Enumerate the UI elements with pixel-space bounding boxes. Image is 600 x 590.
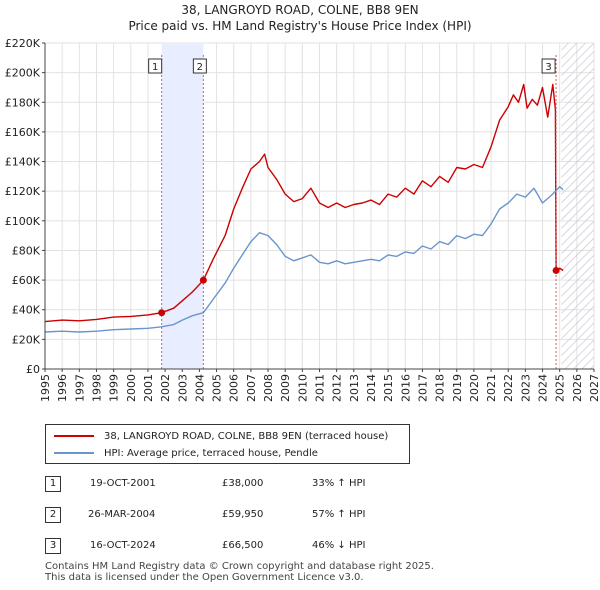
transaction-label-box [541,58,556,74]
x-tick-label: 2001 [142,374,155,402]
transaction-price: £38,000 [222,478,264,489]
x-tick-label: 2003 [176,374,189,402]
x-tick-label: 2022 [502,374,515,402]
x-tick-label: 2009 [279,374,292,402]
x-tick-label: 2010 [296,374,309,402]
transaction-number: 3 [45,538,61,554]
x-tick-label: 2021 [485,374,498,402]
transaction-number: 2 [45,507,61,523]
x-tick-label: 1997 [73,374,86,402]
x-tick-label: 2016 [399,374,412,402]
x-tick-label: 2002 [159,374,172,402]
chart-title: 38, LANGROYD ROAD, COLNE, BB8 9EN [181,3,419,17]
transaction-row: 1 19-OCT-2001 £38,000 33% ↑ HPI [0,476,600,496]
transaction-label: 1 [152,62,158,73]
transaction-date: 26-MAR-2004 [88,509,156,520]
transaction-hpi-diff: 57% ↑ HPI [312,509,366,520]
x-tick-label: 2020 [468,374,481,402]
y-tick-label: £0 [26,363,40,376]
legend-item-hpi: HPI: Average price, terraced house, Pend… [54,445,318,461]
y-tick-label: £80K [12,244,41,257]
transaction-point [199,276,207,284]
y-tick-label: £40K [12,304,41,317]
x-tick-label: 2024 [537,374,550,402]
legend-label-hpi: HPI: Average price, terraced house, Pend… [104,447,318,459]
price-chart: 1 2 3 £0 £20K £40K £60K £80K £100K £120K £140K £16… [5,37,600,402]
y-tick-label: £160K [5,126,41,139]
x-tick-label: 2017 [416,374,429,402]
x-tick-label: 1995 [39,374,52,402]
x-tick-label: 2012 [331,374,344,402]
transaction-date: 16-OCT-2024 [90,540,156,551]
y-tick-label: £120K [5,185,41,198]
x-tick-label: 1999 [108,374,121,402]
x-tick-label: 2014 [365,374,378,402]
x-tick-label: 2006 [228,374,241,402]
x-tick-label: 1996 [56,374,69,402]
y-tick-label: £180K [5,96,41,109]
x-tick-label: 2000 [125,374,138,402]
transaction-hpi-diff: 46% ↓ HPI [312,540,366,551]
footer-licence: This data is licensed under the Open Gov… [45,572,364,583]
transaction-point [158,309,166,317]
chart-legend: 38, LANGROYD ROAD, COLNE, BB8 9EN (terra… [45,424,410,464]
transaction-price: £59,950 [222,509,264,520]
y-tick-label: £20K [12,333,41,346]
y-tick-label: £140K [5,156,41,169]
transaction-price: £66,500 [222,540,264,551]
y-tick-label: £200K [5,67,41,80]
x-tick-label: 2026 [571,374,584,402]
x-tick-label: 2025 [554,374,567,402]
y-tick-label: £100K [5,215,41,228]
price-paid-line [44,83,564,323]
transaction-label: 2 [197,62,203,73]
x-tick-label: 2004 [193,374,206,402]
x-tick-label: 2011 [314,374,327,402]
hpi-line [44,185,564,333]
x-tick-label: 2027 [588,374,600,402]
transaction-label: 3 [545,62,551,73]
transaction-label-box [148,58,163,74]
transaction-date: 19-OCT-2001 [90,478,156,489]
x-tick-label: 1998 [90,374,103,402]
x-tick-label: 2015 [382,374,395,402]
chart-subtitle: Price paid vs. HM Land Registry's House … [128,19,472,33]
x-tick-label: 2018 [434,374,447,402]
transaction-row: 2 26-MAR-2004 £59,950 57% ↑ HPI [0,507,600,527]
x-tick-label: 2008 [262,374,275,402]
transaction-point [552,266,560,274]
x-tick-label: 2013 [348,374,361,402]
x-tick-label: 2023 [519,374,532,402]
y-tick-label: £220K [5,37,41,50]
legend-swatch-hpi [54,452,94,454]
x-tick-label: 2019 [451,374,464,402]
x-tick-label: 2005 [211,374,224,402]
transaction-row: 3 16-OCT-2024 £66,500 46% ↓ HPI [0,538,600,558]
transaction-label-box [192,58,207,74]
future-hatch-region [561,43,594,369]
footer-copyright: Contains HM Land Registry data © Crown c… [45,561,434,572]
transaction-hpi-diff: 33% ↑ HPI [312,478,366,489]
y-tick-label: £60K [12,274,41,287]
transaction-number: 1 [45,476,61,492]
legend-item-price: 38, LANGROYD ROAD, COLNE, BB8 9EN (terra… [54,428,388,444]
legend-label-price: 38, LANGROYD ROAD, COLNE, BB8 9EN (terra… [104,430,389,442]
legend-swatch-price [54,435,94,437]
x-tick-label: 2007 [245,374,258,402]
